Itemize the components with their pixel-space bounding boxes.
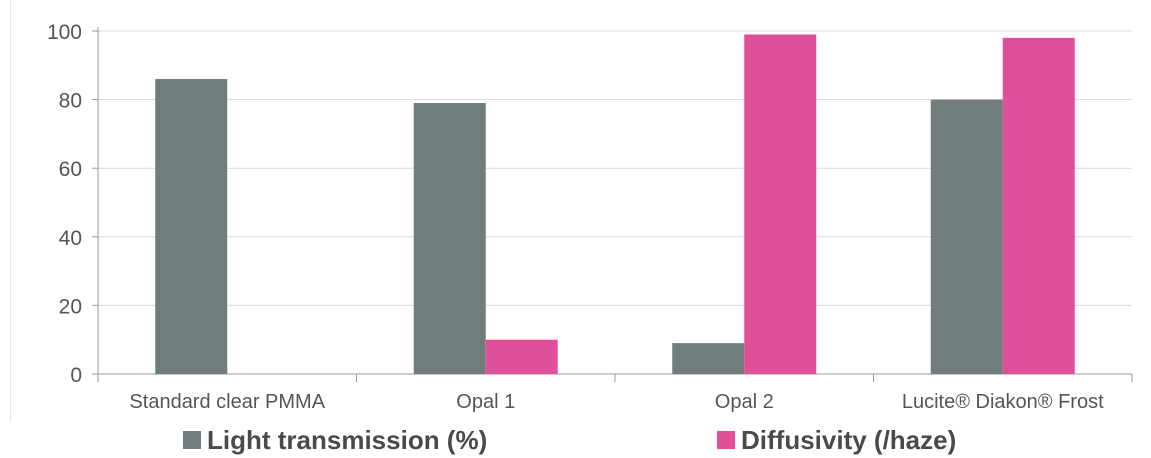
x-category-label: Opal 2 bbox=[715, 391, 774, 413]
bar-diffusivity bbox=[744, 34, 817, 375]
y-tick-label: 60 bbox=[59, 158, 82, 181]
chart-legend: Light transmission (%) Diffusivity (/haze… bbox=[0, 422, 1151, 458]
x-category-label: Opal 1 bbox=[456, 391, 515, 413]
bar-light-transmission bbox=[155, 79, 228, 375]
y-tick-label: 40 bbox=[59, 227, 82, 250]
y-tick-label: 0 bbox=[70, 364, 82, 387]
legend-swatch bbox=[183, 431, 201, 449]
x-category-label: Standard clear PMMA bbox=[129, 391, 325, 413]
bar-light-transmission bbox=[413, 103, 486, 374]
y-tick-label: 20 bbox=[59, 295, 82, 318]
bar-light-transmission bbox=[930, 99, 1003, 374]
bar-diffusivity bbox=[485, 339, 558, 374]
legend-label: Diffusivity (/haze) bbox=[741, 424, 957, 455]
y-tick-label: 80 bbox=[59, 90, 82, 113]
bar-diffusivity bbox=[1002, 37, 1075, 375]
legend-item: Light transmission (%) bbox=[183, 422, 487, 458]
x-category-label: Lucite® Diakon® Frost bbox=[902, 391, 1104, 413]
legend-label: Light transmission (%) bbox=[207, 424, 488, 455]
chart-plot: 0 20 40 60 80 100 Standard clear PMMA Opal 1 Opa… bbox=[10, 0, 1133, 422]
legend-item: Diffusivity (/haze) bbox=[717, 422, 956, 458]
bar-light-transmission bbox=[672, 343, 745, 374]
legend-swatch bbox=[717, 431, 735, 449]
y-tick-label: 100 bbox=[47, 21, 82, 44]
